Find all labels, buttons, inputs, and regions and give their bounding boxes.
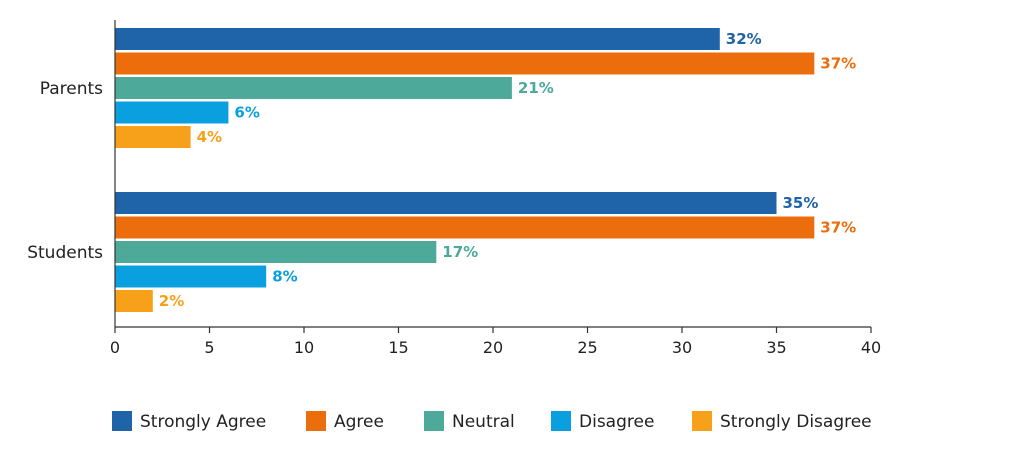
- axes-layer: Parents Students 0 5 10 15 20 25 30 35 40: [27, 20, 881, 357]
- bar-parents-strongly-disagree: [115, 126, 191, 148]
- bar-students-agree: [115, 216, 815, 239]
- bar-parents-neutral: [115, 77, 512, 99]
- x-tick-label: 0: [110, 338, 120, 357]
- value-label: 35%: [783, 194, 819, 212]
- value-label: 21%: [518, 79, 554, 97]
- x-tick-label: 15: [388, 338, 408, 357]
- value-label: 37%: [820, 219, 856, 237]
- x-tick-label: 30: [672, 338, 692, 357]
- value-label: 8%: [272, 268, 297, 286]
- legend-swatch: [306, 411, 326, 431]
- legend-swatch: [551, 411, 571, 431]
- x-tick-label: 35: [766, 338, 786, 357]
- legend-label: Strongly Disagree: [720, 412, 872, 432]
- x-tick-label: 25: [577, 338, 597, 357]
- bar-students-strongly-agree: [115, 192, 777, 214]
- bar-parents-strongly-agree: [115, 28, 720, 50]
- value-label: 4%: [197, 128, 222, 146]
- legend-label: Strongly Agree: [140, 412, 266, 432]
- legend-swatch: [424, 411, 444, 431]
- legend-swatch: [112, 411, 132, 431]
- legend: Strongly Agree Agree Neutral Disagree Strong…: [112, 411, 872, 432]
- value-label: 6%: [234, 104, 259, 122]
- legend-label: Disagree: [579, 412, 654, 432]
- bar-parents-disagree: [115, 101, 229, 124]
- legend-label: Neutral: [452, 412, 515, 432]
- bar-students-strongly-disagree: [115, 290, 153, 312]
- x-tick-label: 10: [294, 338, 314, 357]
- value-label: 37%: [820, 55, 856, 73]
- bars-layer: [115, 28, 815, 312]
- category-label: Parents: [40, 79, 103, 99]
- bar-students-neutral: [115, 241, 437, 263]
- x-tick-label: 20: [483, 338, 503, 357]
- category-label: Students: [27, 243, 103, 263]
- x-tick-label: 40: [861, 338, 881, 357]
- value-label: 2%: [159, 292, 184, 310]
- bar-students-disagree: [115, 265, 267, 288]
- legend-label: Agree: [334, 412, 384, 432]
- bar-parents-agree: [115, 52, 815, 75]
- value-labels-layer: 32%37%21%6%4%35%37%17%8%2%: [159, 30, 856, 310]
- value-label: 32%: [726, 30, 762, 48]
- legend-swatch: [692, 411, 712, 431]
- x-tick-label: 5: [204, 338, 214, 357]
- value-label: 17%: [442, 243, 478, 261]
